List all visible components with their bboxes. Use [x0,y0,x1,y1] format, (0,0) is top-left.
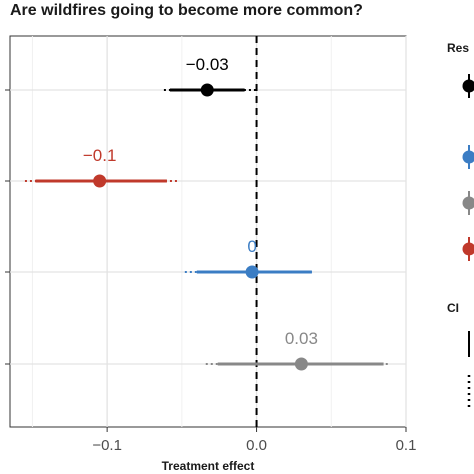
legend-key-point [462,150,474,164]
chart-title: Are wildfires going to become more commo… [10,2,363,19]
estimate-label: 0 [247,237,256,256]
x-tick-label: 0.1 [396,437,417,454]
estimate-row: −0.1 [24,146,179,188]
estimate-point [200,83,214,97]
x-tick-label: 0.0 [246,437,267,454]
estimate-label: −0.03 [186,55,229,74]
estimate-label: −0.1 [83,146,117,165]
x-tick-label: −0.1 [92,437,122,454]
estimate-row: −0.03 [163,55,257,97]
estimates: −0.03 −0.1 0 0.03 [24,55,389,371]
estimate-point [294,357,308,371]
legend-key-point [462,196,474,210]
x-axis-title: Treatment effect [162,459,255,473]
legend-key [462,74,474,98]
y-axis-ticks [5,89,10,365]
estimate-row: 0.03 [205,329,389,371]
legend-key [462,191,474,215]
estimate-label: 0.03 [285,329,318,348]
legend-key [462,237,474,261]
legend-key-point [462,242,474,256]
legend-ci-title: CI [447,301,459,315]
legend-response-title: Res [447,41,469,55]
estimate-row: 0 [184,237,312,279]
x-axis-ticks: −0.1 0.0 0.1 [92,427,416,454]
estimate-point [245,265,259,279]
estimate-point [93,174,107,188]
legend: Res CI [447,41,474,408]
legend-key [462,145,474,169]
legend-key-point [462,79,474,93]
